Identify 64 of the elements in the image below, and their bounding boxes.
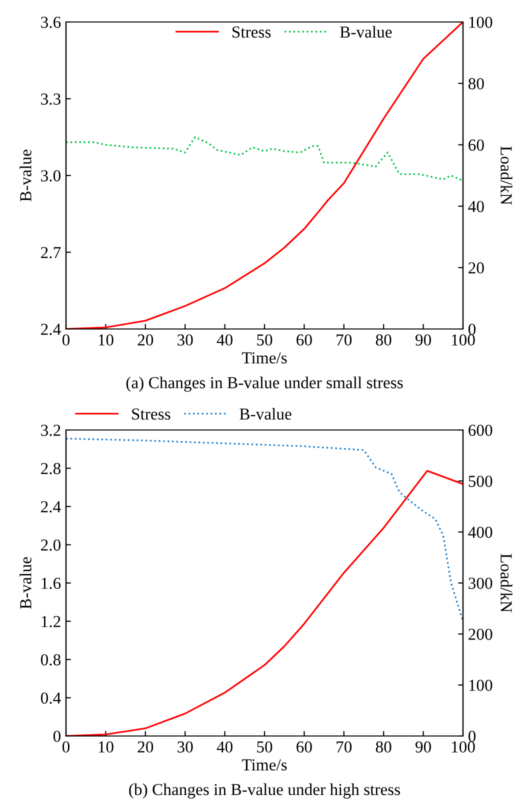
line-series xyxy=(66,136,463,182)
y-axis-title: B-value xyxy=(20,150,32,202)
x-tick-label: 30 xyxy=(178,741,193,753)
y2-tick-label: 400 xyxy=(468,526,492,538)
y-tick-label: 1.6 xyxy=(42,578,61,590)
y-axis-title: B-value xyxy=(20,557,32,609)
x-tick-label: 90 xyxy=(416,741,431,753)
y2-tick-label: 40 xyxy=(468,200,484,212)
legend-label: B-value xyxy=(240,408,292,420)
x-tick-label: 50 xyxy=(257,334,272,346)
x-tick-label: 20 xyxy=(138,334,154,346)
y-tick-label: 2.8 xyxy=(41,462,61,474)
x-axis-title: Time/s xyxy=(242,352,287,364)
x-tick-label: 40 xyxy=(216,334,232,346)
x-tick-label: 10 xyxy=(98,334,114,346)
y2-tick-label: 0 xyxy=(468,730,476,742)
y2-tick-label: 20 xyxy=(468,262,484,274)
x-tick-label: 0 xyxy=(62,334,70,346)
x-tick-label: 10 xyxy=(98,741,114,753)
y2-tick-label: 200 xyxy=(468,628,492,640)
y-tick-label: 2.7 xyxy=(41,246,61,258)
x-tick-label: 30 xyxy=(178,334,193,346)
y-tick-label: 2.0 xyxy=(41,539,61,551)
x-tick-label: 20 xyxy=(138,741,154,753)
text: (a) Changes in B-value under small stress xyxy=(126,376,403,392)
y-tick-label: 2.4 xyxy=(41,324,61,336)
y2-axis-title: Load/kN xyxy=(500,146,512,205)
legend-label: B-value xyxy=(340,26,392,38)
x-axis-title: Time/s xyxy=(242,759,287,770)
line-series xyxy=(66,22,463,329)
y-tick-label: 3.2 xyxy=(41,424,60,436)
y-tick-label: 0.4 xyxy=(40,692,61,704)
legend-label: Stress xyxy=(232,26,271,38)
x-tick-label: 100 xyxy=(452,334,475,346)
y2-tick-label: 0 xyxy=(468,324,476,335)
line-series xyxy=(66,438,463,622)
x-tick-label: 70 xyxy=(336,334,352,346)
y2-tick-label: 60 xyxy=(468,140,484,151)
text: (b) Changes in B-value under high stress xyxy=(129,783,400,799)
x-tick-label: 0 xyxy=(62,741,70,753)
y-tick-label: 0.8 xyxy=(40,654,61,666)
x-tick-label: 80 xyxy=(376,334,392,346)
x-tick-label: 80 xyxy=(376,741,392,753)
x-tick-label: 90 xyxy=(416,334,431,346)
y2-tick-label: 500 xyxy=(468,476,492,487)
y-tick-label: 3.0 xyxy=(41,170,61,182)
x-tick-label: 60 xyxy=(296,334,312,346)
y-tick-label: 3.6 xyxy=(41,16,61,28)
y-tick-label: 3.3 xyxy=(41,93,60,105)
x-tick-label: 60 xyxy=(296,741,312,753)
y2-tick-label: 100 xyxy=(469,16,492,28)
y2-axis-title: Load/kN xyxy=(500,554,512,612)
y2-tick-label: 600 xyxy=(468,424,492,436)
x-tick-label: 100 xyxy=(452,741,475,753)
x-tick-label: 70 xyxy=(336,741,352,753)
y-tick-label: 0 xyxy=(53,730,61,742)
y-tick-label: 1.2 xyxy=(42,616,60,628)
y2-tick-label: 100 xyxy=(469,680,492,691)
y2-tick-label: 300 xyxy=(468,578,492,589)
legend-label: Stress xyxy=(132,408,170,420)
y-tick-label: 2.4 xyxy=(41,501,61,513)
y2-tick-label: 80 xyxy=(468,78,484,90)
x-tick-label: 40 xyxy=(216,741,232,753)
x-tick-label: 50 xyxy=(257,741,272,753)
